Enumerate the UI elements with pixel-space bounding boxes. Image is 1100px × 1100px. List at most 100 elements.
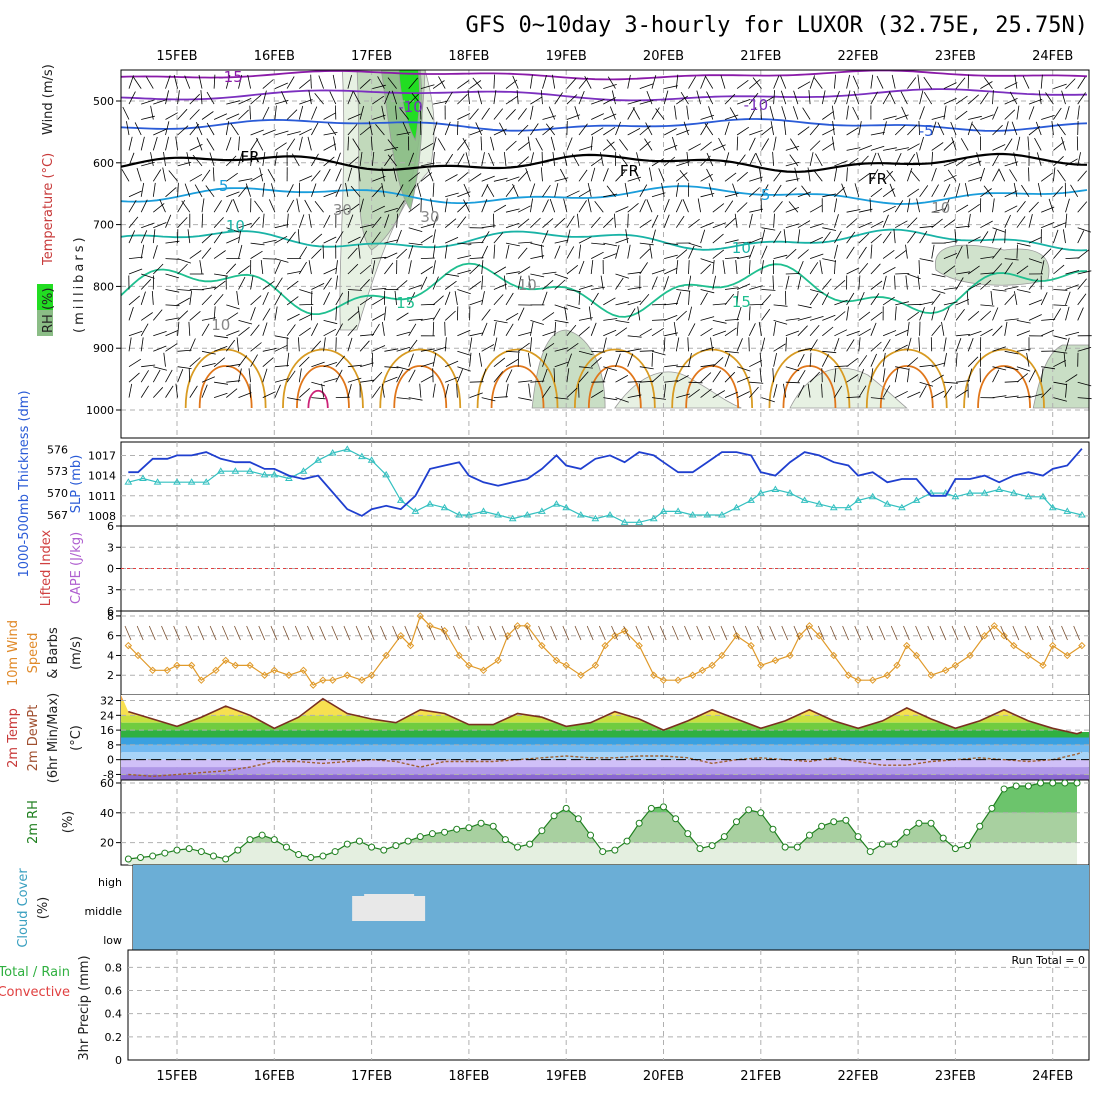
wind-barb <box>481 107 490 120</box>
wind-barb <box>213 357 226 368</box>
wind-barb <box>590 292 599 306</box>
wind-barb <box>1077 278 1087 290</box>
wind-barb <box>517 156 529 167</box>
wind-barb <box>615 277 624 290</box>
wind-speed-point <box>601 641 609 650</box>
wind-barb <box>578 371 589 383</box>
wind-barb <box>615 397 629 403</box>
wind-barb <box>268 199 276 213</box>
cloud-axis-units: (%) <box>36 897 51 920</box>
wind-barb <box>177 108 188 120</box>
wind-barb <box>748 153 756 167</box>
rh-point <box>976 822 984 830</box>
wind-barb <box>819 260 823 275</box>
wind-barb <box>664 128 677 136</box>
wind-barb <box>384 147 399 151</box>
wind-speed-point <box>1039 661 1047 670</box>
wind-barb <box>396 229 402 244</box>
wind-barb <box>639 125 651 136</box>
wind-barb <box>381 105 385 120</box>
rh-point <box>477 819 485 827</box>
wind-barb <box>432 121 438 136</box>
wind-barb <box>846 90 851 105</box>
wind-barb <box>372 345 386 352</box>
wind-barb <box>736 366 751 372</box>
wind-barb <box>675 337 680 352</box>
wind-barb <box>858 208 873 213</box>
wind-barb <box>672 136 677 151</box>
wind-barb <box>457 94 468 105</box>
wind-barb <box>895 147 909 151</box>
thickness-tick-label: 567 <box>47 509 68 522</box>
wind-barb <box>780 90 787 105</box>
wind-barb <box>189 357 201 368</box>
wind-barb <box>688 381 703 384</box>
wind-barb <box>1053 141 1065 151</box>
wind-barb <box>834 299 848 306</box>
wind-barb <box>943 337 947 352</box>
wind-barb <box>432 276 439 290</box>
wind-barb <box>1004 205 1018 213</box>
wind-barb <box>809 223 824 229</box>
wind-barb <box>858 246 867 259</box>
wind-barb <box>481 225 496 229</box>
wind-barb <box>1061 90 1066 105</box>
wind-barb <box>381 167 385 182</box>
wind-barb <box>846 105 849 120</box>
thickness-point <box>187 478 196 485</box>
wind-barb <box>636 152 641 166</box>
thickness-point <box>494 511 502 518</box>
wind-barb <box>408 323 417 337</box>
wind-barb <box>578 90 585 105</box>
wind-barb <box>214 381 229 385</box>
wind-barb <box>360 334 375 337</box>
wind-barb <box>165 75 171 89</box>
wind-barb <box>420 348 435 352</box>
wind-barb <box>274 258 289 263</box>
wind-barb <box>992 289 1007 292</box>
wind-barb <box>408 353 414 367</box>
wind-barb <box>226 388 238 398</box>
wind-barb <box>639 328 653 337</box>
wind-barb <box>770 121 774 136</box>
wind-barb <box>552 74 556 89</box>
wind-barb <box>168 170 178 182</box>
wind-barb <box>189 291 192 305</box>
wind-barb <box>469 108 479 120</box>
wind-barb <box>712 275 716 290</box>
wind-speed-point <box>577 671 585 679</box>
wind-barb <box>919 364 934 368</box>
wind-barb <box>566 324 577 337</box>
wind-barb <box>347 364 362 368</box>
surface-wind-barb <box>866 625 874 641</box>
temperature-contour <box>120 69 1088 81</box>
wind-barb <box>634 168 641 182</box>
wind-barb <box>907 357 919 368</box>
wind-barb <box>566 137 573 151</box>
wind-barb <box>411 93 422 105</box>
wind-barb <box>371 151 375 166</box>
wind-speed-point <box>708 661 716 670</box>
thickness-point <box>995 485 1004 492</box>
wind-barb <box>201 317 216 321</box>
wind-barb <box>359 198 364 213</box>
wind-barb <box>785 366 800 372</box>
precip-tick-label: 0.4 <box>105 1008 123 1021</box>
wind-barb <box>372 205 385 213</box>
wind-barb <box>907 391 921 398</box>
wind-barb <box>905 275 908 290</box>
wind-barb <box>213 200 222 213</box>
thickness-point <box>868 492 877 500</box>
wind-speed-point <box>990 622 999 630</box>
rh-point <box>964 842 972 850</box>
wind-barb <box>566 289 581 292</box>
wind-barb <box>201 286 216 290</box>
wind-barb <box>882 205 896 213</box>
wind-speed-point <box>494 656 502 665</box>
wind-barb <box>858 145 872 151</box>
surface-wind-barb <box>197 625 205 641</box>
wind-barb <box>761 397 775 403</box>
warm-contour <box>587 365 642 409</box>
upper-frame <box>120 69 1090 439</box>
surface-wind-barb <box>817 625 825 641</box>
